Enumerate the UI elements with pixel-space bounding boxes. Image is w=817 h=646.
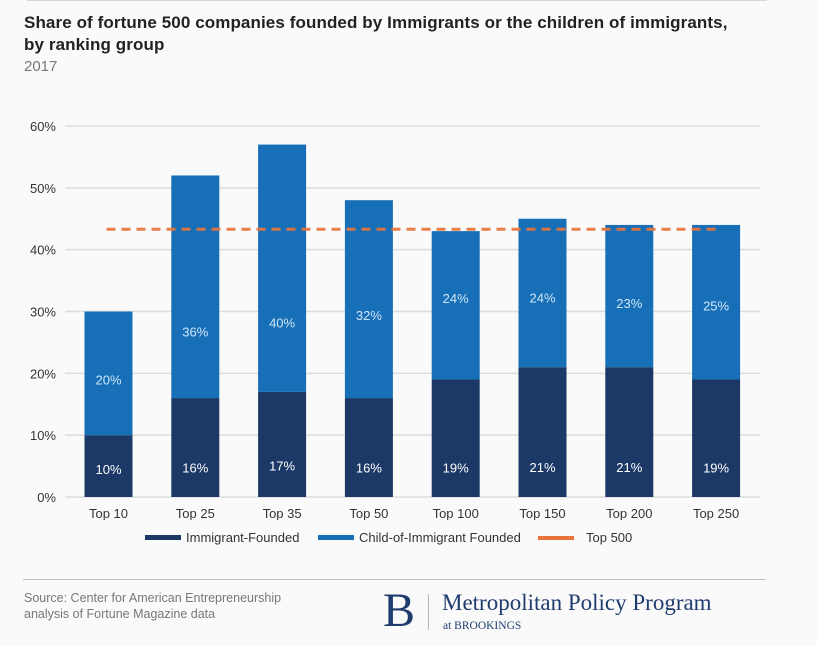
program-name: Metropolitan Policy Program — [442, 590, 712, 615]
bar-child-of-immigrant-founded — [344, 200, 393, 399]
top-divider — [27, 0, 767, 1]
bar-immigrant-founded — [344, 398, 393, 497]
bar-value-label: 32% — [356, 308, 382, 323]
bar-child-of-immigrant-founded — [431, 231, 480, 380]
bar-value-label: 24% — [443, 291, 469, 306]
bar-value-label: 40% — [269, 316, 295, 331]
bar-value-label: 36% — [182, 324, 208, 339]
bar-immigrant-founded — [431, 379, 480, 497]
chart-title: Share of fortune 500 companies founded b… — [24, 13, 728, 54]
bar-immigrant-founded — [84, 435, 133, 497]
bar-child-of-immigrant-founded — [605, 224, 654, 368]
bar-child-of-immigrant-founded — [692, 224, 741, 380]
y-tick-label: 30% — [30, 305, 56, 320]
legend-label: Child-of-Immigrant Founded — [359, 530, 521, 545]
bar-value-label: 19% — [703, 461, 729, 476]
x-tick-label: Top 200 — [606, 506, 652, 520]
legend-label: Immigrant-Founded — [186, 530, 300, 545]
brookings-logo-icon: B — [383, 584, 416, 637]
x-tick-label: Top 35 — [263, 506, 302, 520]
legend-item-child-of-immigrant: Child-of-Immigrant Founded — [318, 530, 521, 545]
x-tick-label: Top 10 — [89, 506, 128, 520]
bar-immigrant-founded — [605, 367, 654, 497]
legend: Immigrant-Founded Child-of-Immigrant Fou… — [0, 530, 817, 550]
bar-value-label: 19% — [443, 461, 469, 476]
y-tick-label: 60% — [30, 119, 56, 134]
legend-label: Top 500 — [586, 530, 633, 545]
chart-subtitle: 2017 — [24, 58, 58, 75]
bar-value-label: 16% — [182, 460, 208, 475]
legend-item-immigrant-founded: Immigrant-Founded — [145, 530, 299, 545]
bar-immigrant-founded — [518, 367, 567, 497]
y-tick-label: 0% — [37, 490, 56, 505]
legend-swatch-child — [318, 535, 354, 540]
source-line-2: analysis of Fortune Magazine data — [24, 607, 216, 621]
y-tick-label: 40% — [30, 243, 56, 258]
logo-separator — [428, 594, 429, 630]
bar-child-of-immigrant-founded — [171, 175, 220, 399]
bar-value-label: 21% — [616, 460, 642, 475]
legend-swatch-top500 — [538, 535, 574, 540]
bar-value-label: 24% — [529, 290, 555, 305]
source-line-1: Source: Center for American Entrepreneur… — [24, 591, 282, 605]
footer-divider — [23, 579, 766, 580]
bar-value-label: 20% — [95, 373, 121, 388]
y-axis-ticks: 0% 10% 20% 30% 40% 50% 60% — [30, 119, 56, 505]
bar-value-label: 21% — [529, 460, 555, 475]
x-tick-label: Top 100 — [433, 506, 479, 520]
bar-labels: 10% 20% 16% 36% 17% 40% 16% 32% 19% 24% 21% 24% 21% 2… — [95, 290, 729, 477]
y-tick-label: 10% — [30, 428, 56, 443]
bar-child-of-immigrant-founded — [258, 144, 307, 392]
bar-value-label: 16% — [356, 460, 382, 475]
bar-immigrant-founded — [692, 379, 741, 497]
y-tick-label: 20% — [30, 366, 56, 381]
x-axis-ticks: Top 10 Top 25 Top 35 Top 50 Top 100 Top 150 To… — [89, 506, 739, 520]
bar-immigrant-founded — [171, 398, 220, 497]
bar-immigrant-founded — [258, 391, 307, 497]
bar-child-of-immigrant-founded — [84, 311, 133, 436]
x-tick-label: Top 25 — [176, 506, 215, 520]
x-tick-label: Top 150 — [519, 506, 565, 520]
bar-value-label: 17% — [269, 458, 295, 473]
bar-child-of-immigrant-founded — [518, 218, 567, 368]
stacked-bar-chart: 0%10%20%30%40%50%60% 10%20%16%36%17%40%1… — [30, 119, 760, 520]
bars — [84, 144, 741, 497]
bar-value-label: 10% — [95, 462, 121, 477]
bar-value-label: 23% — [616, 296, 642, 311]
program-sub: at BROOKINGS — [443, 620, 522, 632]
bar-value-label: 25% — [703, 298, 729, 313]
source-note: Source: Center for American Entrepreneur… — [24, 590, 344, 622]
legend-item-top-500: Top 500 — [538, 530, 632, 545]
y-tick-label: 50% — [30, 181, 56, 196]
gridlines — [65, 125, 760, 498]
x-tick-label: Top 50 — [349, 506, 388, 520]
legend-swatch-immigrant — [145, 535, 181, 540]
x-tick-label: Top 250 — [693, 506, 739, 520]
